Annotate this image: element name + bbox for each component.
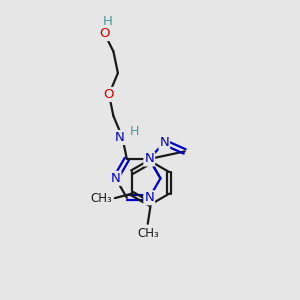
Text: O: O (99, 27, 110, 40)
Text: O: O (104, 88, 114, 101)
Text: N: N (144, 191, 154, 204)
Text: CH₃: CH₃ (90, 192, 112, 205)
Text: N: N (111, 172, 121, 185)
Text: N: N (144, 152, 154, 166)
Text: H: H (103, 15, 112, 28)
Text: CH₃: CH₃ (137, 227, 159, 240)
Text: N: N (159, 136, 169, 149)
Text: H: H (130, 125, 140, 138)
Text: N: N (115, 131, 125, 144)
